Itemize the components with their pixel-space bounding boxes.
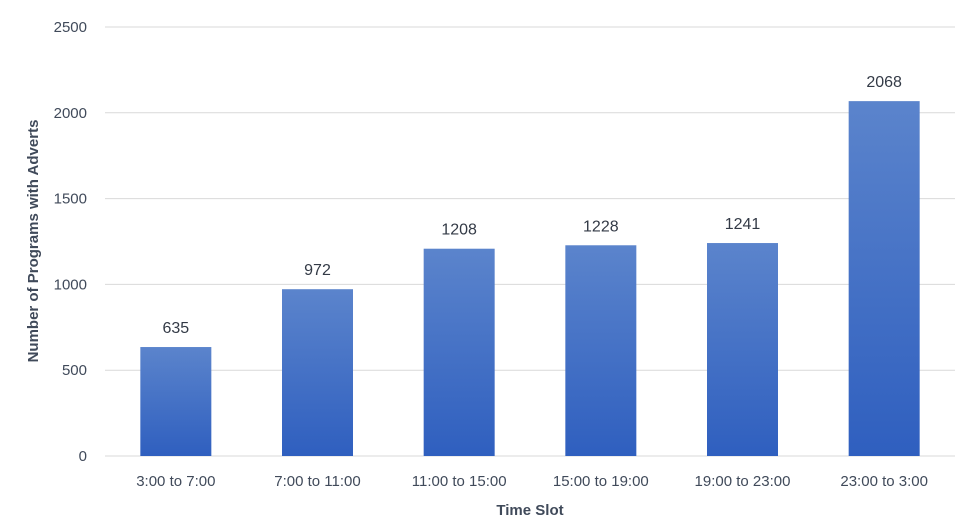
bar [423,248,495,456]
x-tick-label: 23:00 to 3:00 [840,473,928,490]
bar [707,243,778,456]
bar [282,289,353,456]
bars [140,101,920,457]
y-tick-label: 0 [79,448,87,465]
gridlines [105,26,955,457]
y-tick-label: 2500 [54,19,87,36]
x-axis-ticks: 3:00 to 7:00 7:00 to 11:00 11:00 to 15:00 1… [136,473,928,490]
y-tick-label: 1000 [54,276,87,293]
x-tick-label: 7:00 to 11:00 [274,473,360,490]
y-axis-title: Number of Programs with Adverts [25,120,42,363]
y-tick-label: 1500 [54,191,87,208]
bar [565,245,637,456]
bar-value-label: 1228 [583,218,619,235]
x-tick-label: 11:00 to 15:00 [412,473,507,490]
bar-value-label: 2068 [866,74,902,91]
data-labels: 635 972 1208 1228 1241 2068 [162,74,902,337]
y-tick-label: 500 [62,362,87,379]
y-tick-label: 2000 [54,105,87,122]
bar-value-label: 1208 [441,222,477,239]
bar [848,101,920,457]
bar [140,347,212,456]
x-tick-label: 15:00 to 19:00 [553,473,649,490]
x-tick-label: 19:00 to 23:00 [695,473,791,490]
bar-value-label: 635 [162,320,189,337]
bar-value-label: 972 [304,262,331,279]
x-axis-title: Time Slot [496,502,563,519]
y-axis-ticks: 0 500 1000 1500 2000 2500 [54,19,87,465]
bar-value-label: 1241 [725,216,761,233]
x-tick-label: 3:00 to 7:00 [136,473,215,490]
